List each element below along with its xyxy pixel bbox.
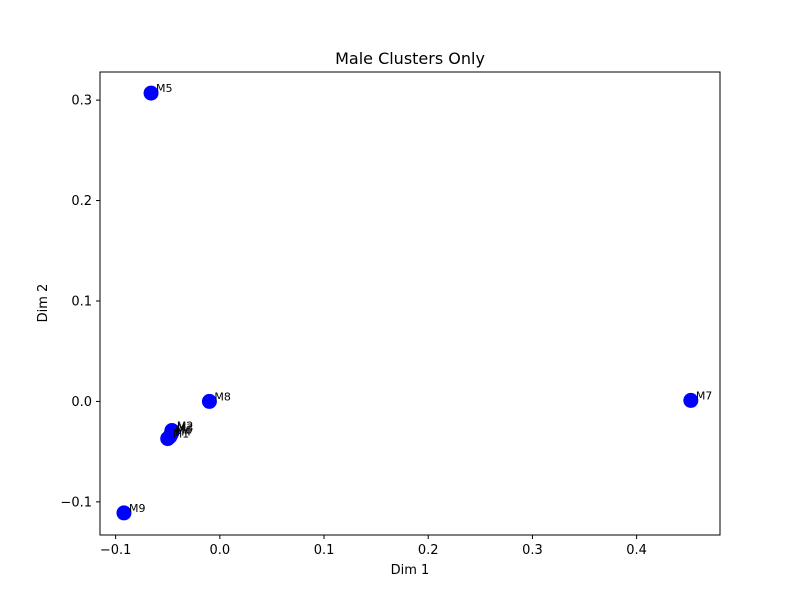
point-label: M1 [173, 428, 190, 441]
data-point [116, 505, 132, 521]
y-tick-label: 0.1 [71, 294, 92, 309]
x-tick-label: 0.1 [314, 543, 335, 558]
point-label: M6 [176, 424, 193, 437]
x-axis-label: Dim 1 [391, 563, 430, 578]
chart-title: Male Clusters Only [335, 49, 485, 68]
point-label: M4 [175, 426, 192, 439]
point-label: M8 [214, 390, 231, 403]
x-tick-label: 0.2 [418, 543, 439, 558]
x-tick-label: 0.0 [209, 543, 230, 558]
x-tick-label: 0.3 [522, 543, 543, 558]
y-tick-label: 0.3 [71, 94, 92, 109]
y-tick-label: 0.2 [71, 194, 92, 209]
x-tick-label: −0.1 [100, 543, 132, 558]
point-label: M3 [177, 422, 194, 435]
point-label: M5 [156, 82, 173, 95]
x-tick-label: 0.4 [626, 543, 647, 558]
y-tick-label: −0.1 [60, 495, 92, 510]
data-point [201, 393, 217, 409]
point-label: M2 [177, 420, 194, 433]
data-point [683, 392, 699, 408]
y-tick-label: 0.0 [71, 395, 92, 410]
data-point [160, 431, 176, 447]
data-point [143, 85, 159, 101]
point-label: M9 [129, 502, 146, 515]
y-axis-label: Dim 2 [36, 284, 51, 323]
x-axis: −0.1 0.0 0.1 0.2 0.3 0.4 [100, 535, 647, 558]
point-label: M7 [696, 389, 713, 402]
y-axis: −0.1 0.0 0.1 0.2 0.3 [60, 94, 100, 510]
axes-frame [99, 71, 721, 536]
